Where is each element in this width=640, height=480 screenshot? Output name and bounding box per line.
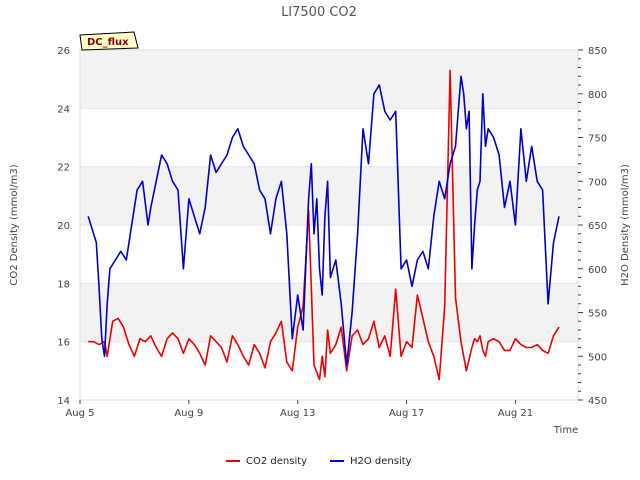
dc-flux-badge: DC_flux xyxy=(79,31,139,51)
x-tick-label-1: Aug 9 xyxy=(174,408,203,419)
y-axis-right-ticks: 450 500 550 600 650 700 750 800 850 xyxy=(578,46,607,407)
x-tick-label-0: Aug 5 xyxy=(65,408,94,419)
legend: CO2 density H2O density xyxy=(226,456,412,467)
y-right-tick-label-0: 450 xyxy=(588,396,607,407)
badge-shape xyxy=(79,31,139,51)
legend-h2o-label: H2O density xyxy=(350,456,412,467)
y-axis-left-ticks: 14 16 18 20 22 24 26 xyxy=(57,46,70,407)
y-right-tick-label-7: 800 xyxy=(588,90,607,101)
y-right-tick-label-1: 500 xyxy=(588,352,607,363)
y-right-tick-label-3: 600 xyxy=(588,265,607,276)
y-left-tick-label-1: 16 xyxy=(57,338,70,349)
y-right-tick-label-8: 850 xyxy=(588,46,607,57)
y-right-tick-label-4: 650 xyxy=(588,221,607,232)
y-right-tick-label-5: 700 xyxy=(588,177,607,188)
y-left-tick-label-3: 20 xyxy=(57,221,70,232)
y-axis-left-label: CO2 Density (mmol/m3) xyxy=(9,164,20,285)
series-layer xyxy=(87,69,560,381)
x-tick-label-4: Aug 21 xyxy=(498,408,533,419)
x-tick-label-3: Aug 17 xyxy=(389,408,424,419)
y-left-tick-label-2: 18 xyxy=(57,279,70,290)
chart-title: LI7500 CO2 xyxy=(281,5,357,20)
y-left-tick-label-5: 24 xyxy=(57,104,70,115)
y-left-tick-label-6: 26 xyxy=(57,46,70,57)
y-axis-right-label: H2O Density (mmol/m3) xyxy=(620,164,631,286)
band-0 xyxy=(80,283,578,342)
band-2 xyxy=(80,50,578,109)
h2o-density-line xyxy=(87,75,560,366)
co2-density-line xyxy=(88,69,560,381)
y-right-tick-label-6: 750 xyxy=(588,134,607,145)
y-right-tick-label-2: 550 xyxy=(588,309,607,320)
badge-label: DC_flux xyxy=(87,37,129,48)
y-left-tick-label-4: 22 xyxy=(57,163,70,174)
y-left-tick-label-0: 14 xyxy=(57,396,70,407)
x-axis-ticks: Aug 5 Aug 9 Aug 13 Aug 17 Aug 21 xyxy=(65,400,533,419)
legend-co2-label: CO2 density xyxy=(246,456,307,467)
x-axis-label: Time xyxy=(553,425,578,436)
x-tick-label-2: Aug 13 xyxy=(280,408,315,419)
